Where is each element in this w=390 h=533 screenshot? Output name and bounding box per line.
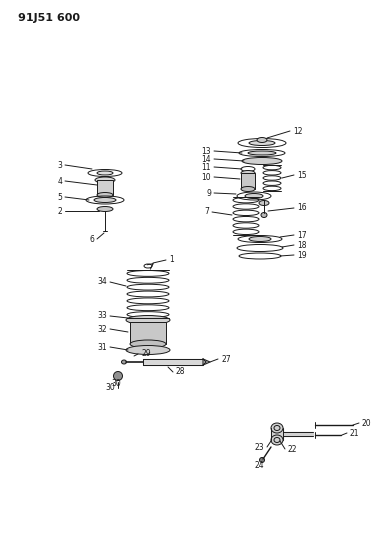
Bar xyxy=(130,322,166,344)
Text: 34: 34 xyxy=(97,278,107,287)
Text: 19: 19 xyxy=(297,251,307,260)
Text: 10: 10 xyxy=(201,173,211,182)
Text: 24: 24 xyxy=(254,461,264,470)
Ellipse shape xyxy=(259,200,269,206)
Text: 30: 30 xyxy=(105,384,115,392)
Ellipse shape xyxy=(97,206,113,212)
Polygon shape xyxy=(203,359,210,365)
Ellipse shape xyxy=(271,435,283,445)
Text: 30: 30 xyxy=(111,379,121,389)
Text: 29: 29 xyxy=(141,350,151,359)
Ellipse shape xyxy=(130,340,166,348)
Ellipse shape xyxy=(248,151,276,155)
Ellipse shape xyxy=(242,157,282,165)
Text: 27: 27 xyxy=(221,354,230,364)
Text: 5: 5 xyxy=(57,192,62,201)
Ellipse shape xyxy=(249,237,271,241)
Text: 23: 23 xyxy=(254,442,264,451)
Text: 11: 11 xyxy=(202,163,211,172)
Polygon shape xyxy=(143,359,203,365)
Ellipse shape xyxy=(122,360,126,364)
Text: 15: 15 xyxy=(297,171,307,180)
Ellipse shape xyxy=(259,457,264,463)
Text: 16: 16 xyxy=(297,204,307,213)
Text: 4: 4 xyxy=(57,176,62,185)
Text: 12: 12 xyxy=(293,126,303,135)
Ellipse shape xyxy=(257,138,267,142)
Ellipse shape xyxy=(113,372,122,381)
Text: 22: 22 xyxy=(288,445,298,454)
Text: 31: 31 xyxy=(98,343,107,351)
Ellipse shape xyxy=(97,192,113,198)
Text: 14: 14 xyxy=(201,155,211,164)
Ellipse shape xyxy=(241,187,255,191)
Text: 7: 7 xyxy=(204,207,209,216)
Text: 17: 17 xyxy=(297,230,307,239)
Text: 6: 6 xyxy=(89,235,94,244)
Ellipse shape xyxy=(241,171,255,175)
Ellipse shape xyxy=(126,316,170,325)
Bar xyxy=(97,180,113,195)
Text: 3: 3 xyxy=(57,160,62,169)
Text: 18: 18 xyxy=(297,240,307,249)
Ellipse shape xyxy=(126,345,170,354)
Ellipse shape xyxy=(94,198,116,203)
Text: 20: 20 xyxy=(362,418,372,427)
Text: 21: 21 xyxy=(350,429,360,438)
Polygon shape xyxy=(283,432,313,436)
Ellipse shape xyxy=(95,177,115,183)
Text: 91J51 600: 91J51 600 xyxy=(18,13,80,23)
Ellipse shape xyxy=(271,423,283,433)
Text: 2: 2 xyxy=(57,206,62,215)
Text: 33: 33 xyxy=(97,311,107,320)
Text: 13: 13 xyxy=(201,147,211,156)
Text: 28: 28 xyxy=(176,367,186,376)
Ellipse shape xyxy=(249,141,275,146)
Bar xyxy=(241,173,255,189)
Polygon shape xyxy=(271,428,283,440)
Text: 9: 9 xyxy=(206,189,211,198)
Ellipse shape xyxy=(245,193,263,198)
Text: 1: 1 xyxy=(169,255,174,264)
Ellipse shape xyxy=(261,213,267,217)
Ellipse shape xyxy=(97,171,113,175)
Text: 32: 32 xyxy=(98,325,107,334)
